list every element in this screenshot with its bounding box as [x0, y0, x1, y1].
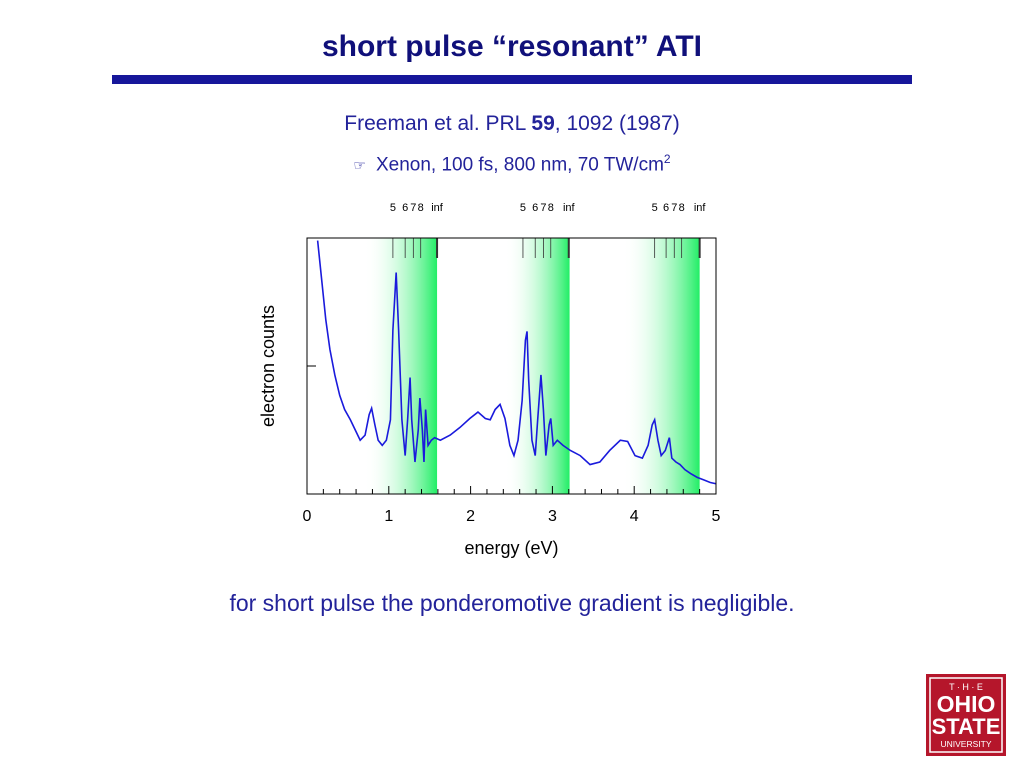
logo-line: STATE — [932, 714, 1001, 739]
level-label: 6 — [402, 202, 408, 214]
citation-volume: 59 — [531, 112, 555, 135]
x-tick-label: 2 — [466, 508, 475, 525]
x-tick-label: 3 — [548, 508, 557, 525]
level-label: 8 — [418, 202, 424, 214]
title-rule — [112, 75, 912, 84]
y-axis-label: electron counts — [258, 305, 278, 427]
level-label: inf — [431, 202, 444, 214]
citation-prefix: Freeman et al. PRL — [344, 112, 526, 135]
level-label: inf — [694, 202, 707, 214]
conditions-text: Xenon, 100 fs, 800 nm, 70 TW/cm — [375, 154, 664, 176]
level-label: 7 — [540, 202, 546, 214]
level-label: 8 — [548, 202, 554, 214]
spectrum-line — [316, 240, 717, 485]
logo: T · H · E OHIO STATE UNIVERSITY — [926, 674, 1006, 756]
logo-border — [929, 677, 1003, 753]
x-tick-label: 1 — [384, 508, 393, 525]
level-label: inf — [563, 202, 576, 214]
level-label: 5 — [520, 202, 526, 214]
level-label: 6 — [532, 202, 538, 214]
slide-title: short pulse “resonant” ATI — [321, 30, 703, 63]
logo-line: T · H · E — [949, 682, 983, 692]
x-tick-label: 0 — [303, 508, 312, 525]
level-label: 6 — [663, 202, 669, 214]
x-tick-label: 4 — [630, 508, 639, 525]
x-tick-label: 5 — [712, 508, 721, 525]
conclusion: for short pulse the ponderomotive gradie… — [229, 590, 795, 616]
x-axis-label: energy (eV) — [464, 538, 558, 558]
conditions-superscript: 2 — [663, 152, 671, 166]
level-label: 5 — [652, 202, 658, 214]
logo-line: OHIO — [937, 691, 996, 717]
logo-box — [926, 674, 1006, 756]
logo-line: UNIVERSITY — [940, 739, 991, 749]
level-label: 5 — [390, 202, 396, 214]
citation-suffix: , 1092 (1987) — [554, 112, 680, 135]
conditions: ☞ Xenon, 100 fs, 800 nm, 70 TW/cm2 — [0, 152, 1024, 176]
level-label: 7 — [410, 202, 416, 214]
level-label: 8 — [679, 202, 685, 214]
level-label: 7 — [671, 202, 677, 214]
resonance-band — [622, 238, 700, 494]
citation: Freeman et al. PRL 59, 1092 (1987) — [0, 112, 1024, 136]
bullet-icon: ☞ — [353, 157, 366, 174]
